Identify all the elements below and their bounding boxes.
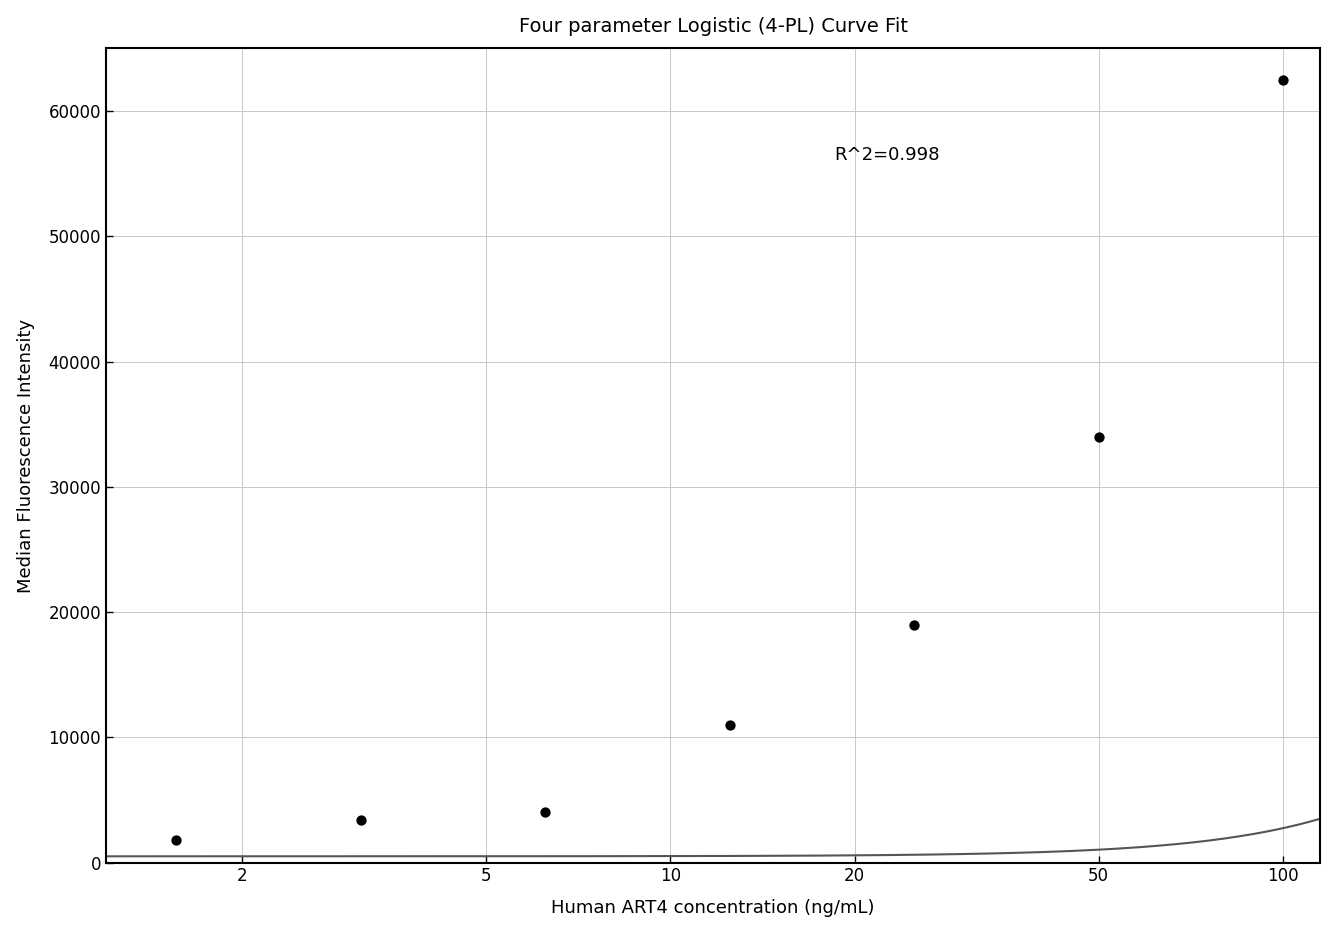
Point <box>535 805 556 820</box>
Point <box>1273 72 1294 87</box>
Point <box>719 717 741 732</box>
Text: R^2=0.998: R^2=0.998 <box>834 146 940 164</box>
Point <box>904 617 925 632</box>
Point <box>166 832 187 847</box>
Y-axis label: Median Fluorescence Intensity: Median Fluorescence Intensity <box>16 318 35 592</box>
Point <box>1088 430 1110 445</box>
X-axis label: Human ART4 concentration (ng/mL): Human ART4 concentration (ng/mL) <box>551 899 874 917</box>
Title: Four parameter Logistic (4-PL) Curve Fit: Four parameter Logistic (4-PL) Curve Fit <box>519 17 908 35</box>
Point <box>350 813 372 828</box>
